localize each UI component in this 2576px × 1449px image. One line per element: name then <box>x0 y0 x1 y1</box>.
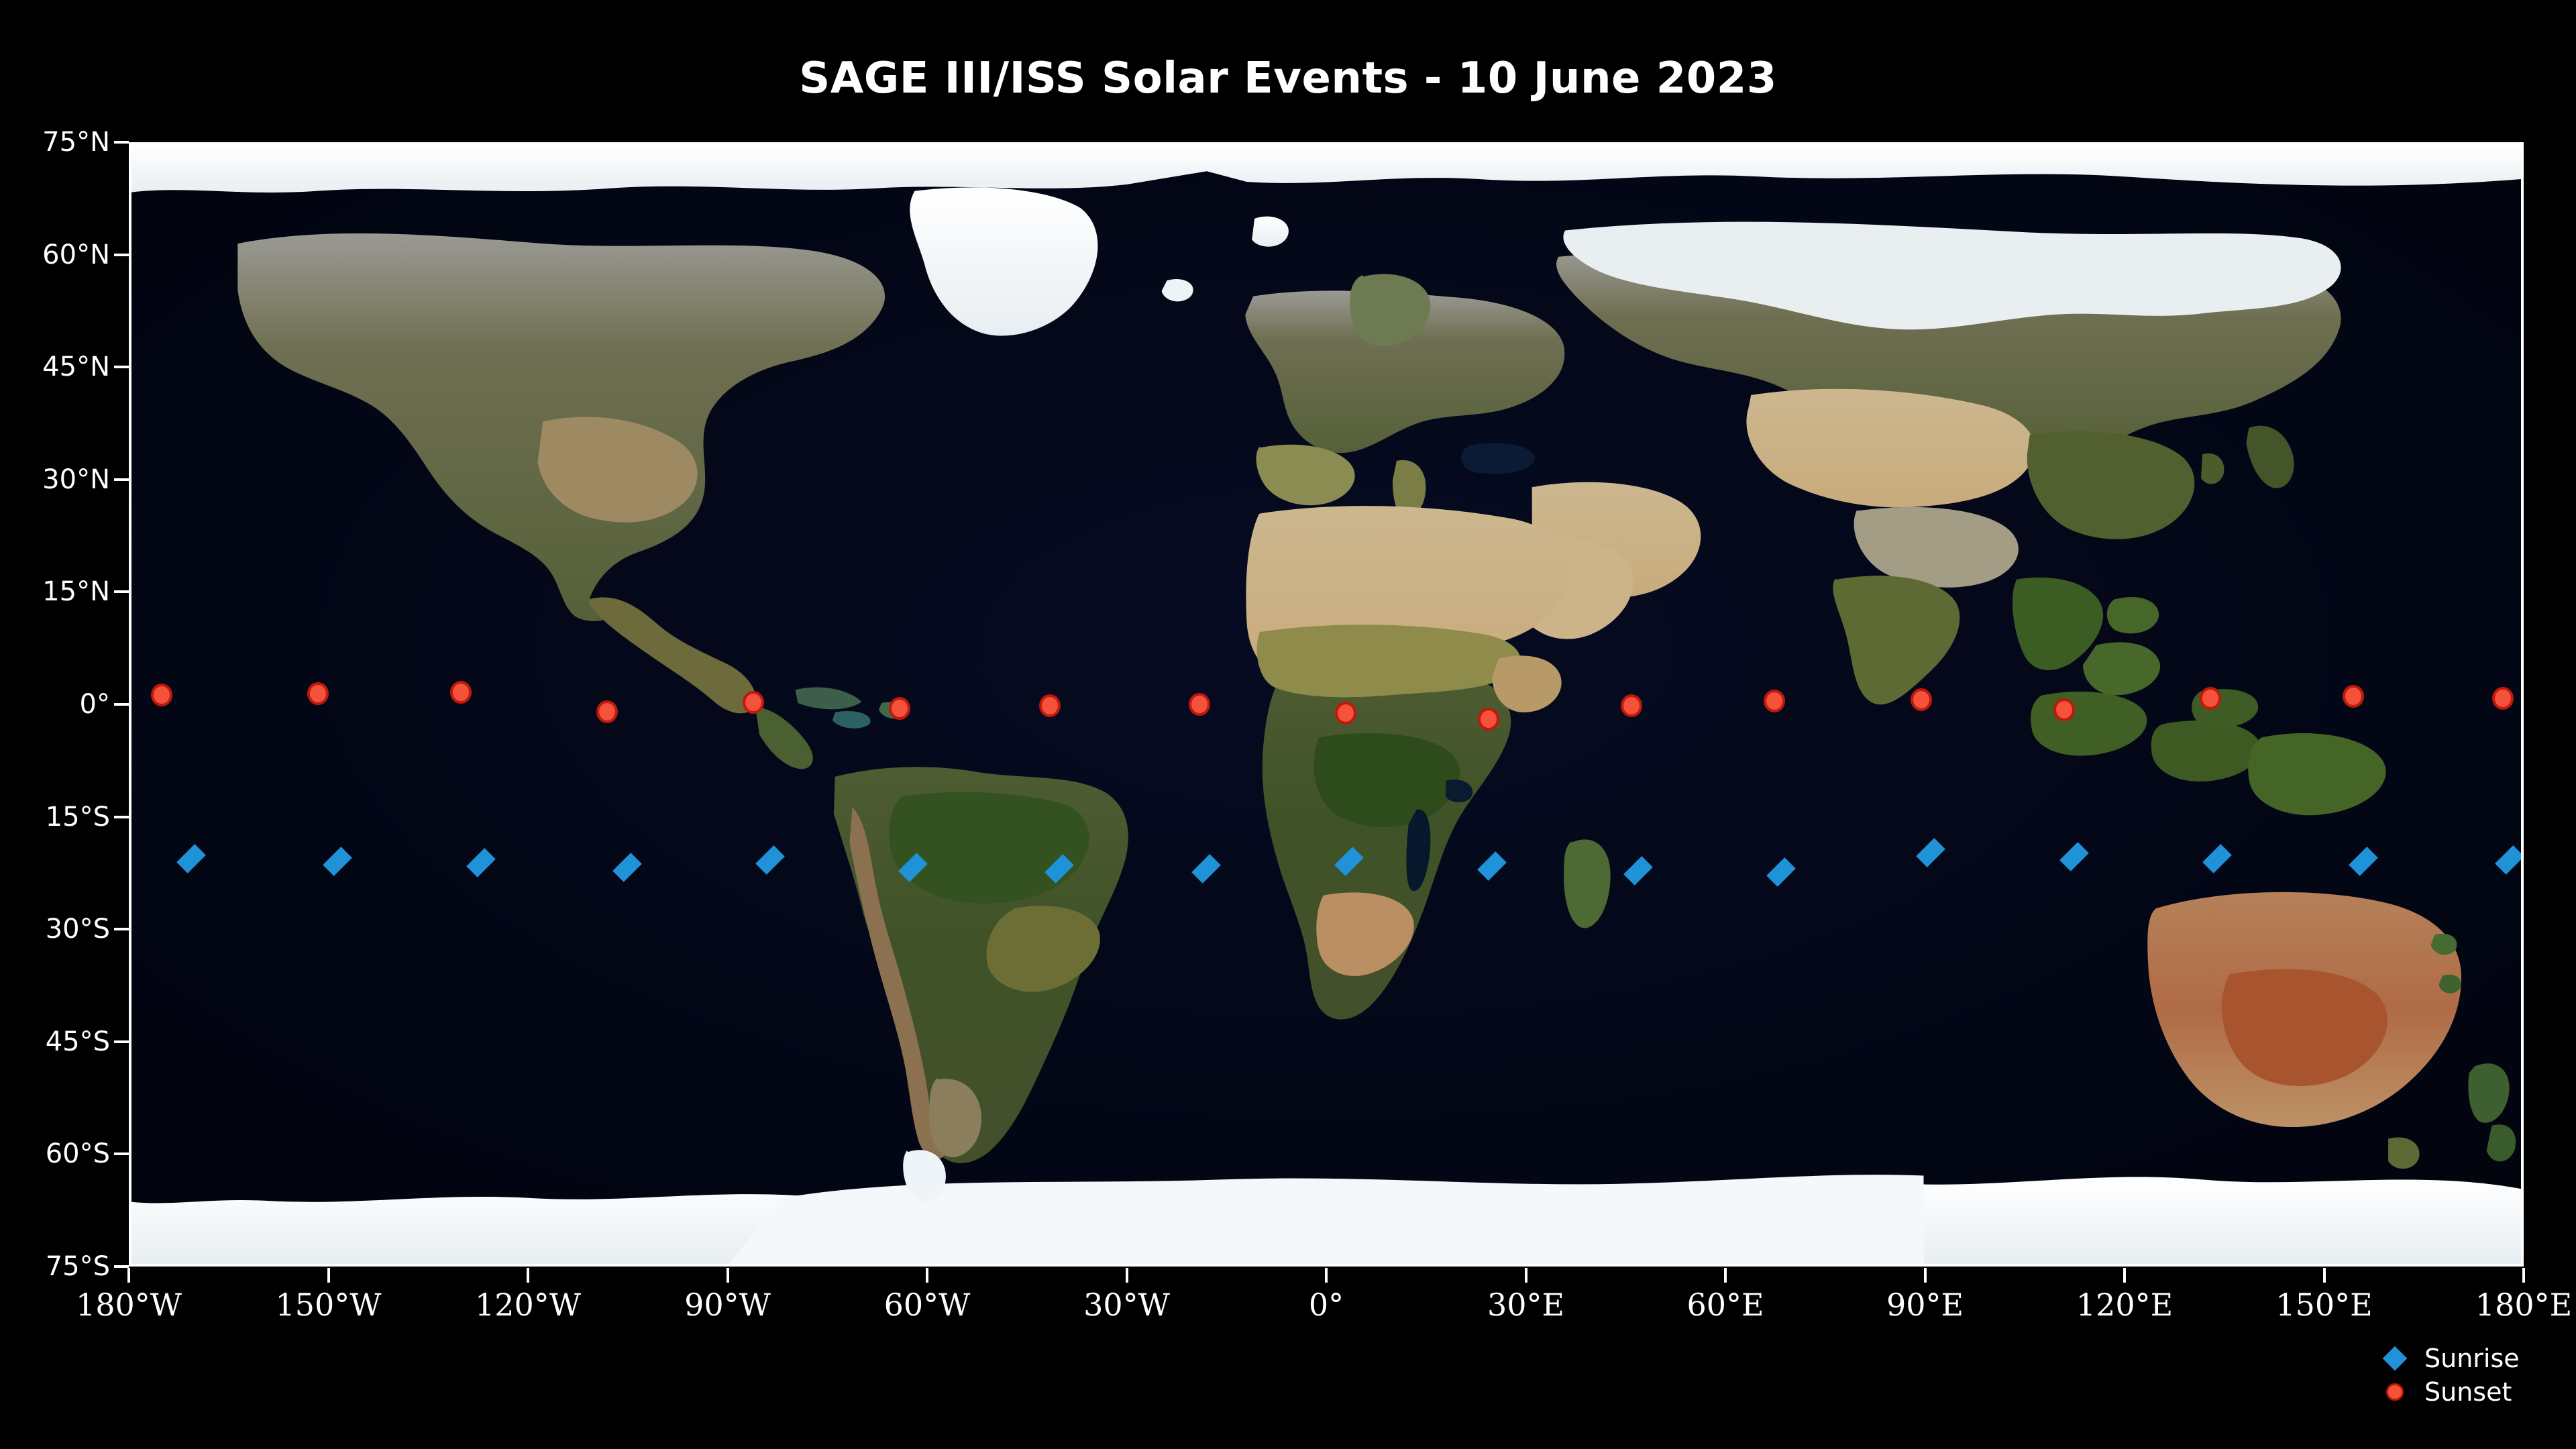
longitude-tick-label: 0° <box>1308 1287 1344 1323</box>
longitude-tick <box>127 1268 130 1283</box>
latitude-tick-label: 75°S <box>45 1251 110 1282</box>
longitude-tick <box>2322 1268 2326 1283</box>
latitude-tick-label: 75°N <box>42 127 110 158</box>
latitude-tick-label: 60°N <box>42 239 110 270</box>
latitude-tick-label: 0° <box>79 689 110 720</box>
longitude-tick-label: 90°E <box>1886 1287 1964 1323</box>
legend-item-sunset[interactable]: Sunset <box>2375 1375 2520 1409</box>
latitude-tick-label: 30°N <box>42 464 110 495</box>
map-plot-area[interactable] <box>129 142 2524 1267</box>
latitude-tick <box>114 478 129 481</box>
longitude-tick <box>1524 1268 1527 1283</box>
longitude-tick <box>1325 1268 1328 1283</box>
longitude-tick-label: 180°W <box>75 1287 182 1323</box>
longitude-tick-label: 60°W <box>883 1287 971 1323</box>
longitude-tick-label: 30°W <box>1083 1287 1170 1323</box>
legend-label-sunset: Sunset <box>2424 1377 2512 1407</box>
legend[interactable]: Sunrise Sunset <box>2375 1342 2520 1409</box>
longitude-tick <box>926 1268 928 1283</box>
longitude-tick-label: 150°E <box>2275 1287 2373 1323</box>
longitude-tick <box>1724 1268 1727 1283</box>
latitude-tick-label: 15°N <box>42 576 110 608</box>
longitude-tick <box>2522 1268 2525 1283</box>
latitude-tick-label: 15°S <box>45 801 110 833</box>
longitude-tick <box>2123 1268 2126 1283</box>
latitude-tick-label: 60°S <box>45 1138 110 1170</box>
latitude-tick <box>114 815 129 818</box>
latitude-tick <box>114 253 129 256</box>
longitude-tick-label: 180°E <box>2475 1287 2573 1323</box>
latitude-tick-label: 45°N <box>42 352 110 383</box>
latitude-tick <box>114 1265 129 1268</box>
longitude-tick-label: 120°W <box>474 1287 582 1323</box>
longitude-tick <box>726 1268 729 1283</box>
world-basemap <box>131 145 2521 1264</box>
latitude-tick <box>114 1040 129 1043</box>
latitude-tick <box>114 1152 129 1156</box>
latitude-tick <box>114 928 129 931</box>
legend-label-sunrise: Sunrise <box>2424 1344 2520 1373</box>
longitude-tick-label: 90°W <box>684 1287 771 1323</box>
longitude-tick <box>1923 1268 1927 1283</box>
longitude-tick <box>327 1268 330 1283</box>
longitude-tick <box>1125 1268 1128 1283</box>
latitude-tick <box>114 590 129 594</box>
sunset-circle-icon <box>2375 1383 2415 1401</box>
latitude-tick <box>114 141 129 144</box>
sunrise-diamond-icon <box>2375 1346 2415 1371</box>
longitude-tick-label: 30°E <box>1487 1287 1565 1323</box>
latitude-tick-label: 30°S <box>45 914 110 945</box>
longitude-tick <box>527 1268 529 1283</box>
longitude-tick-label: 150°W <box>275 1287 382 1323</box>
latitude-tick <box>114 703 129 706</box>
latitude-tick <box>114 366 129 369</box>
page-title: SAGE III/ISS Solar Events - 10 June 2023 <box>799 54 1777 103</box>
latitude-tick-label: 45°S <box>45 1026 110 1057</box>
longitude-tick-label: 120°E <box>2076 1287 2174 1323</box>
legend-item-sunrise[interactable]: Sunrise <box>2375 1342 2520 1375</box>
longitude-tick-label: 60°E <box>1686 1287 1764 1323</box>
